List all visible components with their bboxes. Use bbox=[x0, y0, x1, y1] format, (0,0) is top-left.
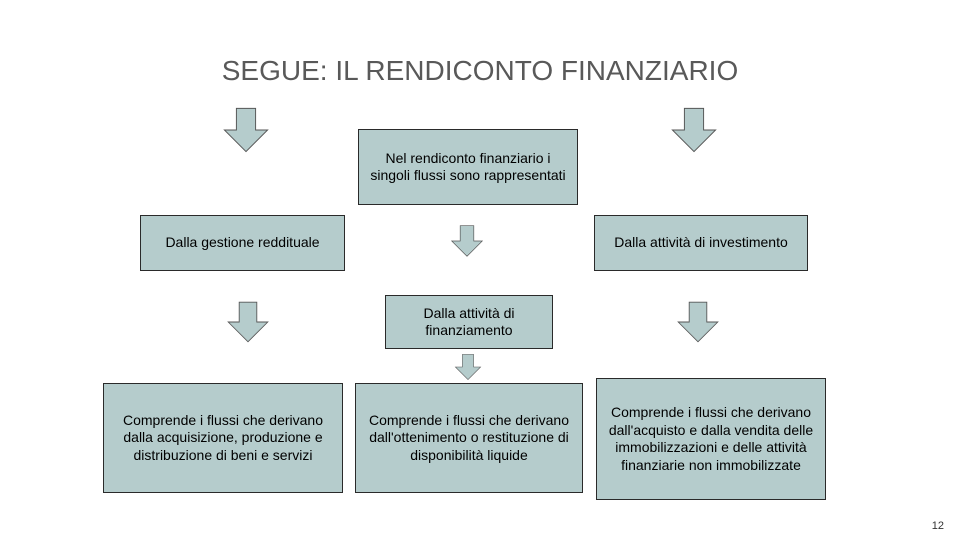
box-top-center: Nel rendiconto finanziario i singoli flu… bbox=[358, 129, 578, 205]
page-title: SEGUE: IL RENDICONTO FINANZIARIO bbox=[0, 55, 960, 87]
arrow-down-icon bbox=[222, 106, 270, 154]
page-number: 12 bbox=[932, 520, 944, 532]
box-text: Comprende i flussi che derivano dall'ott… bbox=[364, 412, 574, 465]
arrow-down-icon bbox=[226, 300, 270, 344]
box-mid-right: Dalla attività di investimento bbox=[594, 215, 808, 271]
box-text: Comprende i flussi che derivano dall'acq… bbox=[605, 404, 817, 474]
arrow-down-icon bbox=[670, 106, 718, 154]
box-text: Dalla attività di investimento bbox=[614, 234, 788, 252]
box-bot-right: Comprende i flussi che derivano dall'acq… bbox=[596, 378, 826, 500]
box-mid-center: Dalla attività di finanziamento bbox=[385, 295, 553, 349]
box-mid-left: Dalla gestione reddituale bbox=[140, 215, 345, 271]
box-text: Dalla attività di finanziamento bbox=[394, 305, 544, 340]
box-text: Comprende i flussi che derivano dalla ac… bbox=[112, 412, 334, 465]
box-text: Nel rendiconto finanziario i singoli flu… bbox=[367, 150, 569, 185]
arrow-down-icon bbox=[676, 300, 720, 344]
box-bot-center: Comprende i flussi che derivano dall'ott… bbox=[355, 383, 583, 493]
box-bot-left: Comprende i flussi che derivano dalla ac… bbox=[103, 383, 343, 493]
arrow-down-icon bbox=[450, 224, 484, 258]
arrow-down-icon bbox=[452, 353, 484, 381]
box-text: Dalla gestione reddituale bbox=[165, 234, 319, 252]
